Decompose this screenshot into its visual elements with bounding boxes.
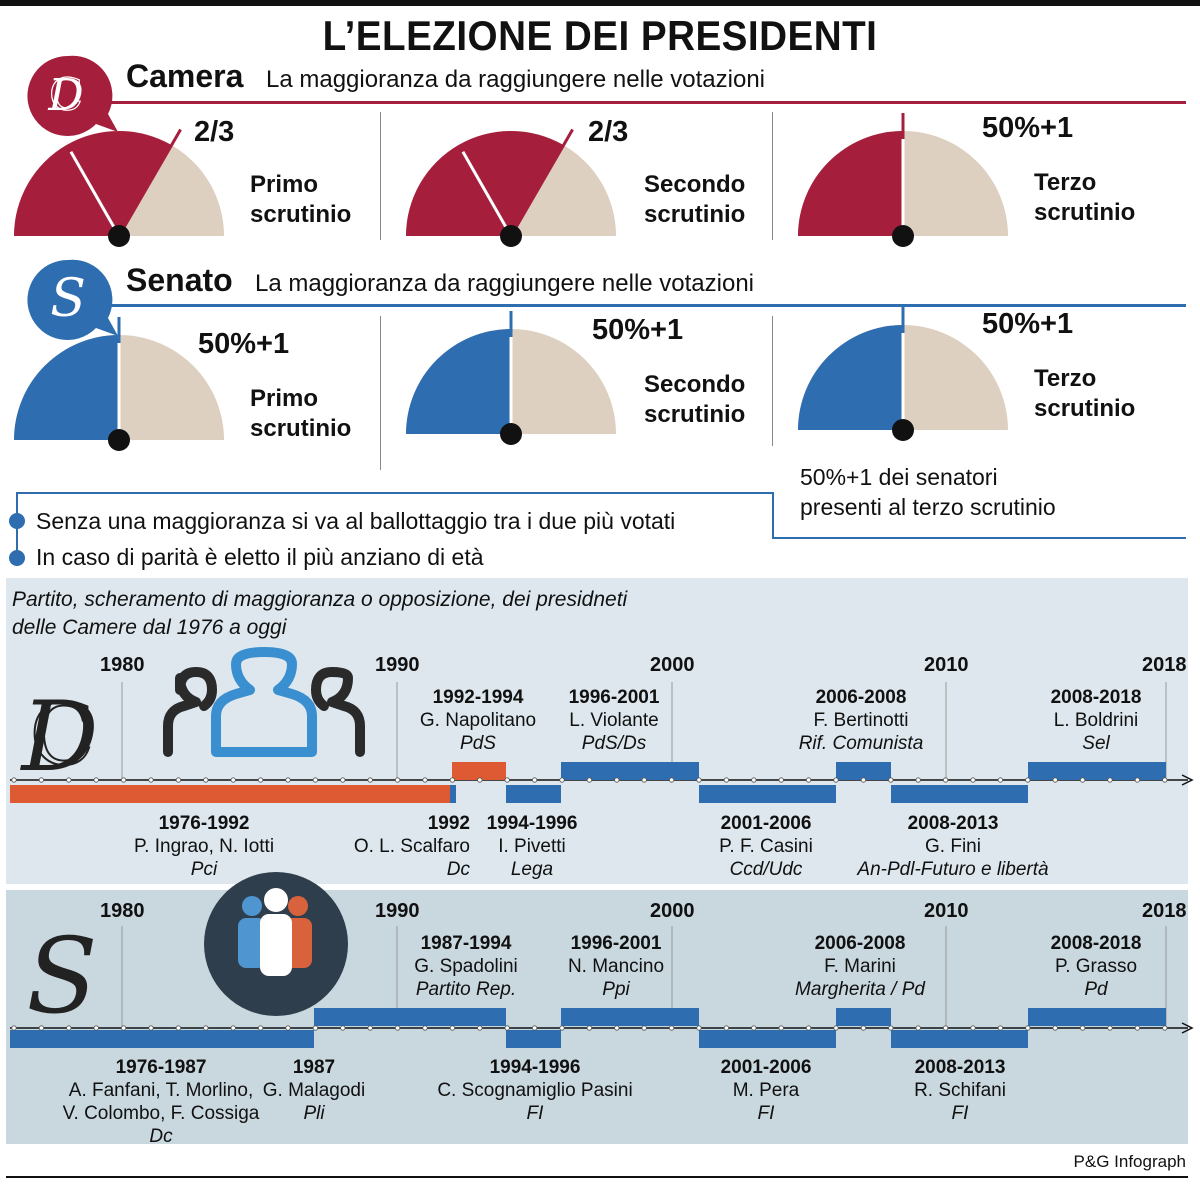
president-entry: 2006-2008 F. Bertinotti Rif. Comunista	[798, 687, 924, 754]
president-entry: 2006-2008 F. Marini Margherita / Pd	[795, 933, 925, 1000]
gauge-label: Secondo scrutinio	[644, 371, 746, 428]
president-entry: 1992 O. L. Scalfaro Dc	[353, 813, 470, 880]
year-label: 2010	[924, 654, 969, 676]
senato-rule	[110, 304, 1186, 307]
gauge-pivot	[892, 419, 914, 441]
senato-note: 50%+1 dei senatori presenti al terzo scru…	[800, 464, 1056, 520]
year-label: 2010	[924, 900, 969, 922]
year-label: 1980	[100, 900, 145, 922]
bullet-connector	[16, 492, 772, 494]
gauge-majority-arc	[14, 335, 119, 440]
senato-subtitle: La maggioranza da raggiungere nelle vota…	[255, 270, 755, 297]
president-entry: 2001-2006 P. F. Casini Ccd/Udc	[719, 813, 813, 880]
gauge-majority: 50%+1	[198, 328, 290, 360]
year-label: 2018	[1142, 900, 1187, 922]
credit: P&G Infograph	[1073, 1152, 1186, 1171]
gauge-label: Primo scrutinio	[250, 171, 352, 228]
gauge-majority: 50%+1	[592, 314, 684, 346]
president-entry: 1996-2001 N. Mancino Ppi	[567, 933, 665, 1000]
president-entry: 1994-1996 C. Scognamiglio Pasini FI	[437, 1057, 633, 1124]
camera-logo: D C	[14, 52, 124, 136]
president-entry: 2008-2013 G. Fini An-Pdl-Futuro e libertà	[857, 813, 1049, 880]
year-label: 2000	[650, 900, 695, 922]
president-entry: 2008-2018 L. Boldrini Sel	[1050, 687, 1142, 754]
timeline-title: Partito, scheramento di maggioranza o op…	[12, 588, 628, 639]
bullet-connector	[772, 492, 774, 538]
year-label: 1980	[100, 654, 145, 676]
president-entry: 2001-2006 M. Pera FI	[720, 1057, 812, 1124]
divider	[380, 316, 381, 470]
camera-gauge-3: 50%+1 Terzo scrutinio	[784, 108, 1184, 258]
gauge-pivot	[108, 225, 130, 247]
bullet-text: Senza una maggioranza si va al ballottag…	[36, 508, 676, 534]
president-entry: 1976-1987 A. Fanfani, T. Morlino, V. Colom…	[62, 1057, 260, 1147]
gauge-label: Terzo scrutinio	[1034, 365, 1136, 422]
president-entry: 1994-1996 I. Pivetti Lega	[486, 813, 578, 880]
year-label: 2018	[1142, 654, 1187, 676]
gauge-majority-arc	[406, 329, 511, 434]
divider	[772, 112, 773, 240]
camera-rule	[110, 101, 1186, 104]
president-entry: 1976-1992 P. Ingrao, N. Iotti Pci	[133, 813, 275, 880]
svg-text:D: D	[47, 70, 83, 121]
president-entry: 1996-2001 L. Violante PdS/Ds	[568, 687, 660, 754]
page-title: L’ELEZIONE DEI PRESIDENTI	[322, 12, 878, 59]
gauge-majority: 50%+1	[982, 112, 1074, 144]
bullet-dot	[9, 513, 25, 529]
senato-logo: S	[14, 256, 124, 340]
senato-gauge-2: 50%+1 Secondo scrutinio	[392, 311, 772, 462]
gauge-threshold	[509, 128, 574, 237]
gauge-majority-arc	[798, 325, 903, 430]
bullet-dot	[9, 550, 25, 566]
bullet-text: In caso di parità è eletto il più anzian…	[36, 544, 484, 570]
gauge-majority-arc	[406, 130, 564, 236]
camera-subtitle: La maggioranza da raggiungere nelle vota…	[266, 66, 766, 93]
president-entry: 2008-2018 P. Grasso Pd	[1050, 933, 1142, 1000]
gauge-majority-arc	[13, 130, 172, 236]
gauge-pivot	[500, 423, 522, 445]
president-entry: 1992-1994 G. Napolitano PdS	[419, 687, 537, 754]
gauge-label: Primo scrutinio	[250, 385, 352, 442]
president-entry: 1987-1994 G. Spadolini Partito Rep.	[414, 933, 518, 1000]
divider	[772, 316, 773, 446]
gauge-needle	[461, 150, 513, 237]
gauge-pivot	[500, 225, 522, 247]
gauge-threshold	[117, 128, 182, 237]
gauge-pivot	[892, 225, 914, 247]
top-rule	[0, 0, 1200, 6]
gauge-pivot	[108, 429, 130, 451]
svg-text:C: C	[49, 70, 83, 121]
camera-gauge-2: 2/3 Secondo scrutinio	[392, 108, 772, 258]
gauge-majority: 2/3	[194, 116, 235, 148]
year-label: 2000	[650, 654, 695, 676]
year-label: 1990	[375, 900, 420, 922]
svg-text:S: S	[50, 269, 86, 329]
president-entry: 2008-2013 R. Schifani FI	[914, 1057, 1006, 1124]
bottom-rule	[6, 1176, 1188, 1178]
gauge-label: Terzo scrutinio	[1034, 169, 1136, 226]
senato-title: Senato	[126, 262, 233, 298]
gauge-label: Secondo scrutinio	[644, 171, 746, 228]
senato-gauge-3: 50%+1 Terzo scrutinio	[784, 307, 1184, 462]
divider	[380, 112, 381, 240]
gauge-needle	[69, 150, 121, 237]
gauge-majority: 2/3	[588, 116, 629, 148]
gauge-majority: 50%+1	[982, 308, 1074, 340]
senato-gauge-1: 50%+1 Primo scrutinio	[0, 312, 380, 462]
camera-title: Camera	[126, 58, 244, 94]
year-label: 1990	[375, 654, 420, 676]
president-entry: 1987 G. Malagodi Pli	[262, 1057, 366, 1124]
bullet-connector	[772, 537, 1186, 539]
camera-gauge-1: 2/3 Primo scrutinio	[0, 108, 380, 258]
gauge-majority-arc	[798, 131, 903, 236]
